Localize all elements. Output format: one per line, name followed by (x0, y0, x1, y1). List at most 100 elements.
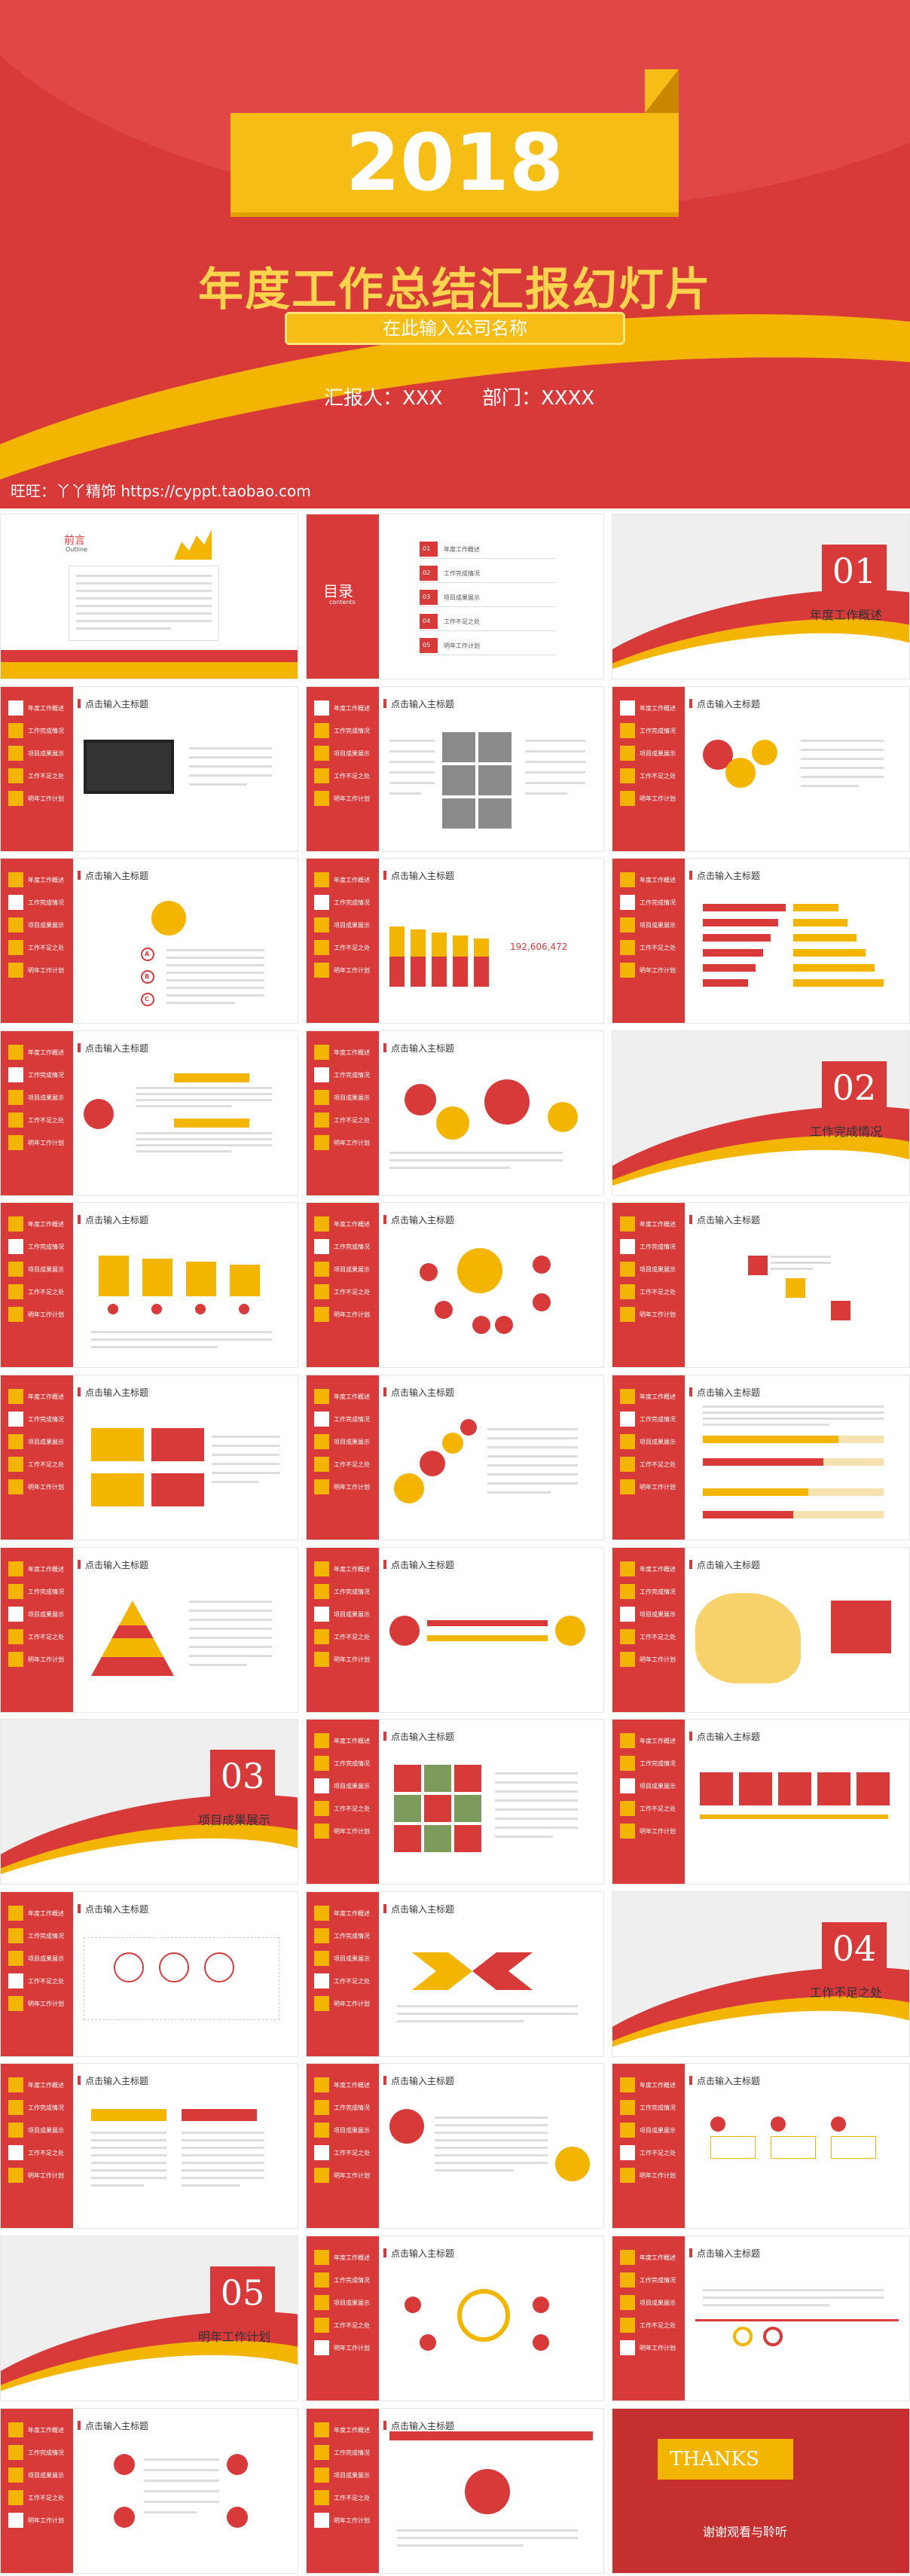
text-placeholder-line (166, 987, 264, 989)
menu-label: 工作完成情况 (28, 1416, 64, 1423)
slide-thumbnail[interactable]: 年度工作概述 工作完成情况 项目成果展示 工作不足之处 明年工作计划 点击输入主标题 (0, 2408, 298, 2574)
text-placeholder-line (703, 2304, 829, 2306)
slide-thumbnail[interactable]: 年度工作概述 工作完成情况 项目成果展示 工作不足之处 明年工作计划 点击输入主标题 (306, 2236, 604, 2401)
slide-thumbnail[interactable]: 02 工作完成情况 (612, 1030, 910, 1196)
slide-thumbnail[interactable]: 年度工作概述 工作完成情况 项目成果展示 工作不足之处 明年工作计划 点击输入主标题 (306, 2063, 604, 2229)
abc-letter: B (145, 973, 150, 980)
text-placeholder-line (435, 2169, 514, 2172)
toc-item[interactable]: 工作完成情况 (444, 570, 480, 577)
slide-thumbnail[interactable]: 年度工作概述 工作完成情况 项目成果展示 工作不足之处 明年工作计划 点击输入主标题 (612, 858, 910, 1024)
menu-bullet (8, 1479, 23, 1494)
slide-thumbnail[interactable]: 年度工作概述 工作完成情况 项目成果展示 工作不足之处 明年工作计划 点击输入主标题 (306, 1547, 604, 1713)
slide-thumbnail[interactable]: 年度工作概述 工作完成情况 项目成果展示 工作不足之处 明年工作计划 点击输入主标题 (612, 1547, 910, 1713)
menu-bullet (8, 1607, 23, 1622)
slide-thumbnail[interactable]: 年度工作概述 工作完成情况 项目成果展示 工作不足之处 明年工作计划 点击输入主标题 (0, 1202, 298, 1368)
icon-card (817, 1772, 850, 1805)
bar-group (142, 1259, 173, 1296)
slide-thumbnail[interactable]: 年度工作概述 工作完成情况 项目成果展示 工作不足之处 明年工作计划 点击输入主标题 (612, 1719, 910, 1885)
slide-thumbnail[interactable]: 04 工作不足之处 (612, 1891, 910, 2057)
toc-num: 02 (423, 569, 431, 576)
menu-label: 年度工作概述 (640, 1221, 676, 1228)
slide-thumbnail[interactable]: THANKS 谢谢观看与聆听 (612, 2408, 910, 2574)
company-name-field[interactable]: 在此输入公司名称 (285, 312, 625, 345)
slide-thumbnail[interactable]: 年度工作概述 工作完成情况 项目成果展示 工作不足之处 明年工作计划 点击输入主标题 (0, 1547, 298, 1713)
menu-label: 工作不足之处 (28, 1978, 64, 1985)
menu-bullet (620, 1457, 635, 1472)
slide-thumbnail[interactable]: 年度工作概述 工作完成情况 项目成果展示 工作不足之处 明年工作计划 点击输入主标题 192… (306, 858, 604, 1024)
menu-label: 项目成果展示 (334, 1094, 370, 1101)
stack-bar-top (411, 929, 426, 957)
menu-label: 项目成果展示 (28, 1266, 64, 1273)
menu-bullet (620, 2295, 635, 2310)
slide-thumbnail[interactable]: 年度工作概述 工作完成情况 项目成果展示 工作不足之处 明年工作计划 点击输入主标题 (306, 2408, 604, 2574)
slide-thumbnail[interactable]: 前言 Outline (0, 514, 298, 679)
menu-bullet (8, 1951, 23, 1966)
slide-thumbnail[interactable]: 年度工作概述 工作完成情况 项目成果展示 工作不足之处 明年工作计划 点击输入主标题 (612, 686, 910, 852)
menu-bullet (314, 895, 329, 910)
slide-thumbnail[interactable]: 年度工作概述 工作完成情况 项目成果展示 工作不足之处 明年工作计划 点击输入主标题 (306, 1202, 604, 1368)
toc-item[interactable]: 工作不足之处 (444, 618, 480, 625)
slide-thumbnail[interactable]: 年度工作概述 工作完成情况 项目成果展示 工作不足之处 明年工作计划 点击输入主标题 (0, 1891, 298, 2057)
gallery-photo (454, 1765, 481, 1792)
hbar-right (793, 964, 875, 972)
slide-title: 点击输入主标题 (383, 871, 455, 881)
toc-item[interactable]: 年度工作概述 (444, 546, 480, 553)
slide-thumbnail[interactable]: 年度工作概述 工作完成情况 项目成果展示 工作不足之处 明年工作计划 点击输入主标题 (0, 1030, 298, 1196)
menu-label: 年度工作概述 (640, 2254, 676, 2261)
slide-thumbnail[interactable]: 01 年度工作概述 (612, 514, 910, 679)
menu-bullet (314, 2490, 329, 2505)
shop-link[interactable]: 旺旺：丫丫精饰 https://cyppt.taobao.com (11, 482, 311, 500)
venn-red-1 (405, 1084, 436, 1116)
slide-thumbnail[interactable]: 年度工作概述 工作完成情况 项目成果展示 工作不足之处 明年工作计划 点击输入主标题 (306, 1891, 604, 2057)
slide-thumbnail[interactable]: 年度工作概述 工作完成情况 项目成果展示 工作不足之处 明年工作计划 点击输入主标题 A B C (0, 858, 298, 1024)
text-placeholder-line (144, 2490, 219, 2492)
plan-line (695, 2319, 899, 2321)
text-placeholder-line (487, 1491, 551, 1494)
menu-label: 明年工作计划 (640, 2172, 676, 2179)
menu-bullet (314, 2145, 329, 2160)
slide-thumbnail[interactable]: 年度工作概述 工作完成情况 项目成果展示 工作不足之处 明年工作计划 点击输入主标题 (612, 1202, 910, 1368)
menu-bullet (314, 2100, 329, 2115)
text-placeholder-line (389, 1159, 563, 1161)
menu-label: 工作完成情况 (334, 899, 370, 906)
menu-bullet (314, 2340, 329, 2355)
menu-bullet (314, 1113, 329, 1128)
slide-sidebar: 年度工作概述 工作完成情况 项目成果展示 工作不足之处 明年工作计划 (1, 1375, 73, 1540)
menu-label: 工作不足之处 (28, 773, 64, 780)
slide-thumbnail[interactable]: 05 明年工作计划 (0, 2236, 298, 2401)
stack-bar-top (389, 926, 405, 957)
gallery-photo (424, 1825, 451, 1852)
quad-box (91, 1473, 144, 1506)
abc-marker (141, 993, 154, 1006)
menu-bullet (314, 872, 329, 887)
toc-item[interactable]: 项目成果展示 (444, 594, 480, 601)
slide-thumbnail[interactable]: 年度工作概述 工作完成情况 项目成果展示 工作不足之处 明年工作计划 点击输入主标题 (0, 2063, 298, 2229)
slide-thumbnail[interactable]: 年度工作概述 工作完成情况 项目成果展示 工作不足之处 明年工作计划 点击输入主标题 (612, 1375, 910, 1540)
toc-item[interactable]: 明年工作计划 (444, 642, 480, 649)
agenda-dot (114, 2507, 135, 2528)
slide-thumbnail[interactable]: 年度工作概述 工作完成情况 项目成果展示 工作不足之处 明年工作计划 点击输入主标题 (612, 2063, 910, 2229)
menu-bullet (620, 963, 635, 978)
bar-icon (239, 1304, 249, 1314)
menu-bullet (314, 1457, 329, 1472)
menu-label: 明年工作计划 (640, 2345, 676, 2352)
slide-thumbnail[interactable]: 年度工作概述 工作完成情况 项目成果展示 工作不足之处 明年工作计划 点击输入主标题 (306, 1030, 604, 1196)
slide-thumbnail[interactable]: 年度工作概述 工作完成情况 项目成果展示 工作不足之处 明年工作计划 点击输入主标题 (0, 1375, 298, 1540)
text-placeholder-line (182, 2162, 264, 2164)
radial-node (533, 1256, 551, 1274)
hbar-right (793, 919, 847, 926)
slide-thumbnail[interactable]: 年度工作概述 工作完成情况 项目成果展示 工作不足之处 明年工作计划 点击输入主标题 (0, 686, 298, 852)
slide-thumbnail[interactable]: 03 项目成果展示 (0, 1719, 298, 1885)
thanks-sub: 谢谢观看与聆听 (703, 2525, 788, 2539)
text-placeholder-line (189, 1601, 272, 1603)
menu-bullet (314, 1824, 329, 1839)
menu-label: 项目成果展示 (640, 2300, 676, 2306)
slide-thumbnail[interactable]: 年度工作概述 工作完成情况 项目成果展示 工作不足之处 明年工作计划 点击输入主标题 (306, 686, 604, 852)
slide-thumbnail[interactable]: 年度工作概述 工作完成情况 项目成果展示 工作不足之处 明年工作计划 点击输入主标题 (306, 1375, 604, 1540)
menu-bullet (314, 2168, 329, 2183)
slide-thumbnail[interactable]: 目录 contents 01 年度工作概述 02 工作完成情况 03 项目成果展示 04 工作不足… (306, 514, 604, 679)
slide-thumbnail[interactable]: 年度工作概述 工作完成情况 项目成果展示 工作不足之处 明年工作计划 点击输入主标题 (306, 1719, 604, 1885)
text-placeholder-line (166, 957, 264, 959)
tag-red (182, 2109, 257, 2121)
slide-thumbnail[interactable]: 年度工作概述 工作完成情况 项目成果展示 工作不足之处 明年工作计划 点击输入主标题 (612, 2236, 910, 2401)
